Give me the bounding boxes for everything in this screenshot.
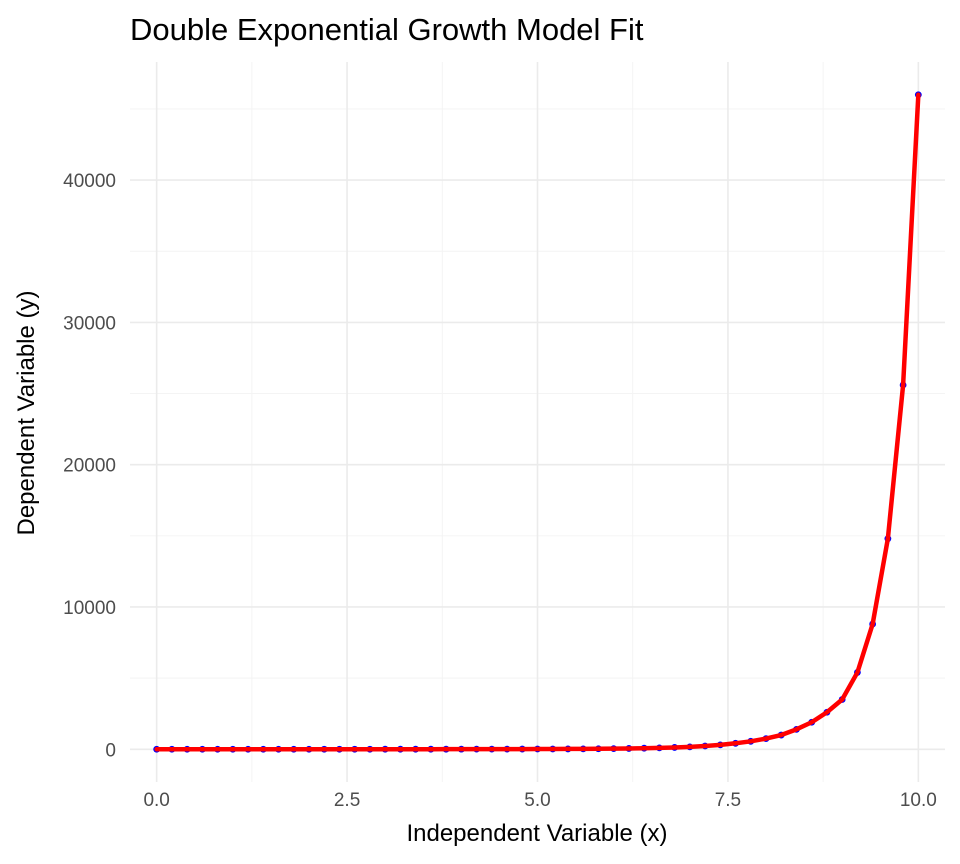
x-axis-ticks: 0.0 2.5 5.0 7.5 10.0 [143,790,936,811]
x-axis-title: Independent Variable (x) [406,820,667,847]
y-tick-label: 40000 [63,171,116,192]
chart-title: Double Exponential Growth Model Fit [130,12,644,47]
x-tick-label: 10.0 [900,790,937,811]
fit-line-layer [154,92,921,752]
x-tick-label: 2.5 [334,790,360,811]
x-tick-label: 7.5 [715,790,741,811]
grid-lines [130,62,945,782]
y-tick-label: 20000 [63,456,116,477]
x-tick-label: 0.0 [143,790,169,811]
y-tick-label: 0 [105,740,116,761]
x-tick-label: 5.0 [524,790,550,811]
y-axis-title: Dependent Variable (y) [13,290,40,535]
fit-line [154,92,921,752]
y-tick-label: 30000 [63,313,116,334]
y-axis-ticks: 0 10000 20000 30000 40000 [63,171,116,761]
y-tick-label: 10000 [63,598,116,619]
